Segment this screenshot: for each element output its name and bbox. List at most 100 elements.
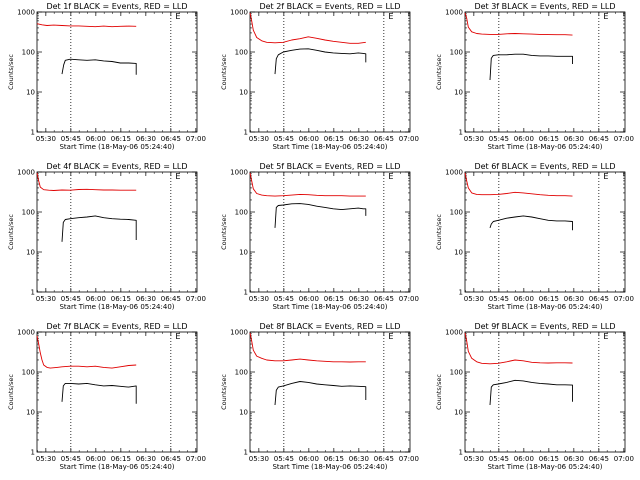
- y-tick-label: 1000: [445, 169, 463, 177]
- x-tick-label: 05:45: [61, 135, 81, 143]
- y-tick-label: 1000: [445, 329, 463, 337]
- detector-panel: Det 7f BLACK = Events, RED = LLD 1 10 100 10…: [7, 322, 206, 471]
- y-tick-label: 100: [450, 209, 463, 217]
- lld-series-line: [464, 172, 573, 197]
- x-tick-label: 07:00: [186, 135, 206, 143]
- events-series-line: [274, 203, 367, 228]
- y-tick-label: 100: [235, 369, 248, 377]
- y-tick-label: 1: [459, 289, 463, 297]
- x-tick-label: 06:00: [299, 295, 319, 303]
- x-tick-label: 06:45: [589, 135, 609, 143]
- y-tick-label: 1000: [230, 329, 248, 337]
- x-tick-label: 06:30: [564, 135, 584, 143]
- x-tick-label: 07:00: [399, 455, 419, 463]
- y-axis-label: Counts/sec: [220, 214, 228, 250]
- x-axis-label: Start Time (18-May-06 05:24:40): [487, 143, 602, 151]
- x-axis-label: Start Time (18-May-06 05:24:40): [59, 303, 174, 311]
- x-tick-label: 06:30: [136, 295, 156, 303]
- x-tick-label: 06:30: [349, 135, 369, 143]
- x-axis-label: Start Time (18-May-06 05:24:40): [272, 303, 387, 311]
- x-tick-label: 05:45: [274, 455, 294, 463]
- panel-title: Det 7f BLACK = Events, RED = LLD: [46, 322, 187, 331]
- x-tick-label: 06:00: [86, 135, 106, 143]
- lld-series-line: [464, 332, 573, 365]
- x-tick-label: 05:30: [464, 455, 484, 463]
- x-tick-label: 07:00: [614, 295, 634, 303]
- e-marker-label: E: [175, 12, 180, 21]
- x-tick-label: 06:45: [161, 135, 181, 143]
- y-axis-label: Counts/sec: [220, 374, 228, 410]
- x-tick-label: 06:00: [514, 295, 534, 303]
- x-tick-label: 06:00: [299, 455, 319, 463]
- x-tick-label: 07:00: [399, 135, 419, 143]
- x-tick-label: 05:45: [61, 455, 81, 463]
- x-axis-label: Start Time (18-May-06 05:24:40): [487, 463, 602, 471]
- x-tick-label: 07:00: [186, 455, 206, 463]
- y-axis-label: Counts/sec: [7, 54, 15, 90]
- events-series-line: [61, 382, 137, 404]
- x-tick-label: 05:30: [249, 295, 269, 303]
- x-tick-label: 07:00: [186, 295, 206, 303]
- y-tick-label: 1000: [445, 9, 463, 17]
- x-tick-label: 05:45: [274, 295, 294, 303]
- x-tick-label: 06:15: [539, 135, 559, 143]
- y-tick-label: 100: [235, 209, 248, 217]
- plot-frame: [249, 331, 411, 453]
- x-tick-label: 05:30: [36, 295, 56, 303]
- x-tick-label: 05:30: [249, 135, 269, 143]
- x-tick-label: 05:30: [36, 135, 56, 143]
- y-tick-label: 1: [31, 289, 35, 297]
- x-tick-label: 06:00: [86, 295, 106, 303]
- plot-frame: [249, 171, 411, 293]
- events-series-line: [274, 48, 367, 75]
- x-tick-label: 06:00: [514, 455, 534, 463]
- y-tick-label: 10: [454, 89, 463, 97]
- plot-frame: [36, 11, 198, 133]
- x-tick-label: 06:45: [589, 455, 609, 463]
- y-tick-label: 1: [459, 129, 463, 137]
- x-tick-label: 06:45: [161, 295, 181, 303]
- panel-title: Det 1f BLACK = Events, RED = LLD: [46, 2, 187, 11]
- x-tick-label: 06:00: [86, 455, 106, 463]
- x-tick-label: 06:45: [374, 295, 394, 303]
- y-tick-label: 1000: [230, 169, 248, 177]
- x-tick-label: 06:15: [324, 455, 344, 463]
- events-series-line: [489, 215, 573, 231]
- x-tick-label: 06:30: [564, 455, 584, 463]
- detector-panel: Det 5f BLACK = Events, RED = LLD 1 10 100 10…: [220, 162, 419, 311]
- x-tick-label: 05:45: [489, 135, 509, 143]
- lld-series-line: [36, 335, 137, 369]
- x-tick-label: 06:15: [111, 135, 131, 143]
- e-marker-label: E: [175, 332, 180, 341]
- plot-frame: [464, 11, 626, 133]
- y-tick-label: 1000: [17, 329, 35, 337]
- plot-frame: [36, 331, 198, 453]
- x-tick-label: 06:30: [136, 455, 156, 463]
- y-tick-label: 10: [239, 249, 248, 257]
- x-tick-label: 06:45: [161, 455, 181, 463]
- events-series-line: [61, 58, 137, 75]
- y-tick-label: 100: [450, 369, 463, 377]
- detector-panel: Det 1f BLACK = Events, RED = LLD 1 10 100 10…: [7, 2, 206, 151]
- lld-series-line: [249, 172, 366, 197]
- y-tick-label: 1000: [17, 9, 35, 17]
- panel-title: Det 8f BLACK = Events, RED = LLD: [259, 322, 400, 331]
- y-tick-label: 1: [459, 449, 463, 457]
- e-marker-label: E: [603, 12, 608, 21]
- y-tick-label: 100: [22, 49, 35, 57]
- x-tick-label: 05:30: [36, 455, 56, 463]
- y-tick-label: 1000: [230, 9, 248, 17]
- x-tick-label: 05:45: [274, 135, 294, 143]
- lld-series-line: [464, 12, 573, 36]
- x-tick-label: 07:00: [614, 135, 634, 143]
- x-axis-label: Start Time (18-May-06 05:24:40): [487, 303, 602, 311]
- events-series-line: [489, 53, 573, 81]
- x-tick-label: 07:00: [399, 295, 419, 303]
- y-tick-label: 1: [244, 129, 248, 137]
- x-tick-label: 06:15: [111, 455, 131, 463]
- y-axis-label: Counts/sec: [220, 54, 228, 90]
- x-tick-label: 06:30: [136, 135, 156, 143]
- panel-title: Det 4f BLACK = Events, RED = LLD: [46, 162, 187, 171]
- x-tick-label: 06:30: [349, 455, 369, 463]
